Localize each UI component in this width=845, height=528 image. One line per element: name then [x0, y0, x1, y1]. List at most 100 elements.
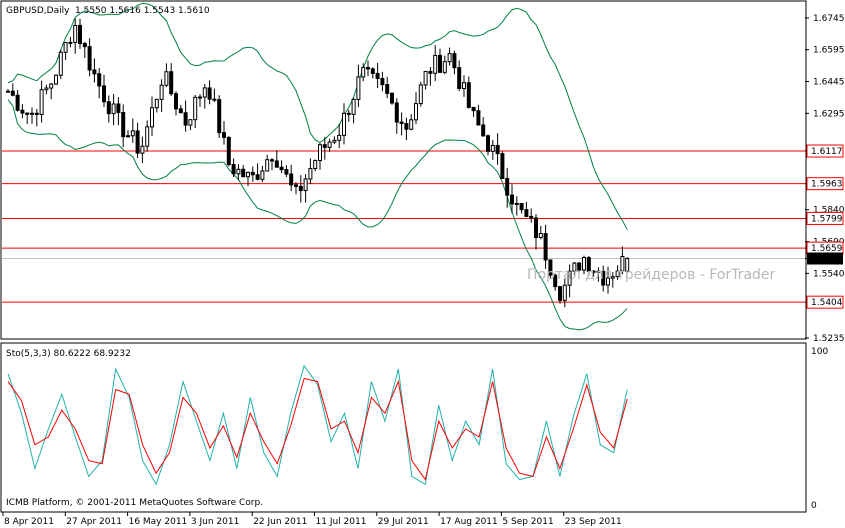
- candle[interactable]: [538, 225, 543, 240]
- candle[interactable]: [121, 104, 126, 148]
- candle[interactable]: [54, 74, 58, 85]
- candle[interactable]: [543, 224, 548, 269]
- candle[interactable]: [380, 71, 385, 92]
- candle[interactable]: [250, 166, 255, 182]
- candle[interactable]: [356, 64, 361, 108]
- candle[interactable]: [375, 62, 380, 88]
- candle[interactable]: [346, 109, 351, 122]
- candle[interactable]: [150, 96, 154, 137]
- candle[interactable]: [457, 60, 462, 92]
- candle[interactable]: [481, 117, 486, 138]
- candle[interactable]: [462, 75, 466, 97]
- candle[interactable]: [351, 97, 356, 124]
- candle[interactable]: [596, 267, 601, 282]
- candle[interactable]: [442, 55, 447, 75]
- candle[interactable]: [404, 117, 409, 141]
- candle[interactable]: [135, 122, 140, 159]
- candle[interactable]: [495, 133, 500, 165]
- candle[interactable]: [303, 174, 308, 203]
- candle[interactable]: [298, 175, 303, 203]
- candle[interactable]: [591, 269, 596, 277]
- candle[interactable]: [558, 285, 562, 304]
- candle[interactable]: [260, 165, 265, 183]
- candle[interactable]: [394, 98, 399, 134]
- candle[interactable]: [87, 38, 92, 77]
- candle[interactable]: [318, 142, 322, 170]
- candle[interactable]: [399, 112, 404, 136]
- candle[interactable]: [586, 256, 591, 276]
- candle[interactable]: [255, 163, 260, 181]
- candle[interactable]: [524, 201, 529, 218]
- candle[interactable]: [361, 63, 366, 82]
- candle[interactable]: [486, 134, 490, 156]
- candle[interactable]: [606, 266, 610, 294]
- candle[interactable]: [337, 123, 342, 149]
- candle[interactable]: [111, 93, 116, 126]
- candle[interactable]: [490, 139, 495, 160]
- candle[interactable]: [226, 136, 231, 167]
- candle[interactable]: [428, 67, 433, 86]
- candle[interactable]: [92, 58, 97, 83]
- candle[interactable]: [471, 106, 476, 117]
- candle[interactable]: [82, 41, 87, 59]
- candle[interactable]: [39, 80, 44, 123]
- candle[interactable]: [236, 164, 241, 181]
- candle[interactable]: [68, 36, 73, 48]
- candle[interactable]: [414, 92, 418, 125]
- candle[interactable]: [102, 74, 106, 108]
- candle[interactable]: [49, 83, 54, 100]
- candle[interactable]: [500, 151, 505, 180]
- candle[interactable]: [476, 104, 481, 126]
- candle[interactable]: [409, 114, 414, 131]
- candle[interactable]: [265, 154, 270, 172]
- candle[interactable]: [553, 273, 558, 291]
- candle[interactable]: [217, 95, 222, 138]
- candle[interactable]: [34, 108, 39, 127]
- candle[interactable]: [279, 160, 284, 174]
- candle[interactable]: [548, 259, 553, 279]
- candle[interactable]: [270, 158, 274, 171]
- candle[interactable]: [366, 60, 370, 77]
- candle[interactable]: [130, 118, 135, 143]
- candle[interactable]: [198, 94, 202, 107]
- candle[interactable]: [30, 107, 34, 124]
- candle[interactable]: [390, 92, 394, 105]
- candle[interactable]: [246, 171, 250, 187]
- candle[interactable]: [241, 165, 246, 178]
- candle[interactable]: [58, 49, 63, 80]
- candle[interactable]: [385, 76, 390, 99]
- candle[interactable]: [222, 121, 226, 145]
- candle[interactable]: [164, 63, 169, 88]
- candle[interactable]: [174, 91, 178, 116]
- price-pane[interactable]: [0, 0, 807, 340]
- candle[interactable]: [610, 272, 615, 288]
- candle[interactable]: [327, 138, 332, 152]
- indicator-pane[interactable]: [0, 342, 807, 513]
- candle[interactable]: [519, 202, 524, 214]
- candle[interactable]: [10, 83, 15, 97]
- candle[interactable]: [567, 264, 572, 298]
- candle[interactable]: [188, 119, 193, 131]
- candle[interactable]: [466, 76, 471, 109]
- candle[interactable]: [308, 158, 313, 185]
- candle[interactable]: [562, 278, 567, 308]
- candle[interactable]: [140, 136, 145, 164]
- sto-main-line[interactable]: [7, 364, 628, 486]
- candle[interactable]: [116, 97, 121, 126]
- candle[interactable]: [447, 47, 452, 66]
- candle[interactable]: [20, 104, 25, 119]
- candle[interactable]: [505, 167, 510, 208]
- candle[interactable]: [15, 90, 20, 112]
- candle[interactable]: [332, 136, 337, 145]
- candle[interactable]: [63, 41, 68, 60]
- candle[interactable]: [433, 45, 438, 82]
- candle[interactable]: [615, 265, 620, 280]
- candle[interactable]: [183, 100, 188, 132]
- candle[interactable]: [73, 18, 78, 54]
- candle[interactable]: [154, 98, 159, 113]
- candle[interactable]: [625, 257, 630, 273]
- candle[interactable]: [601, 265, 606, 292]
- candle[interactable]: [452, 50, 457, 75]
- candle[interactable]: [274, 150, 279, 168]
- candle[interactable]: [231, 158, 236, 178]
